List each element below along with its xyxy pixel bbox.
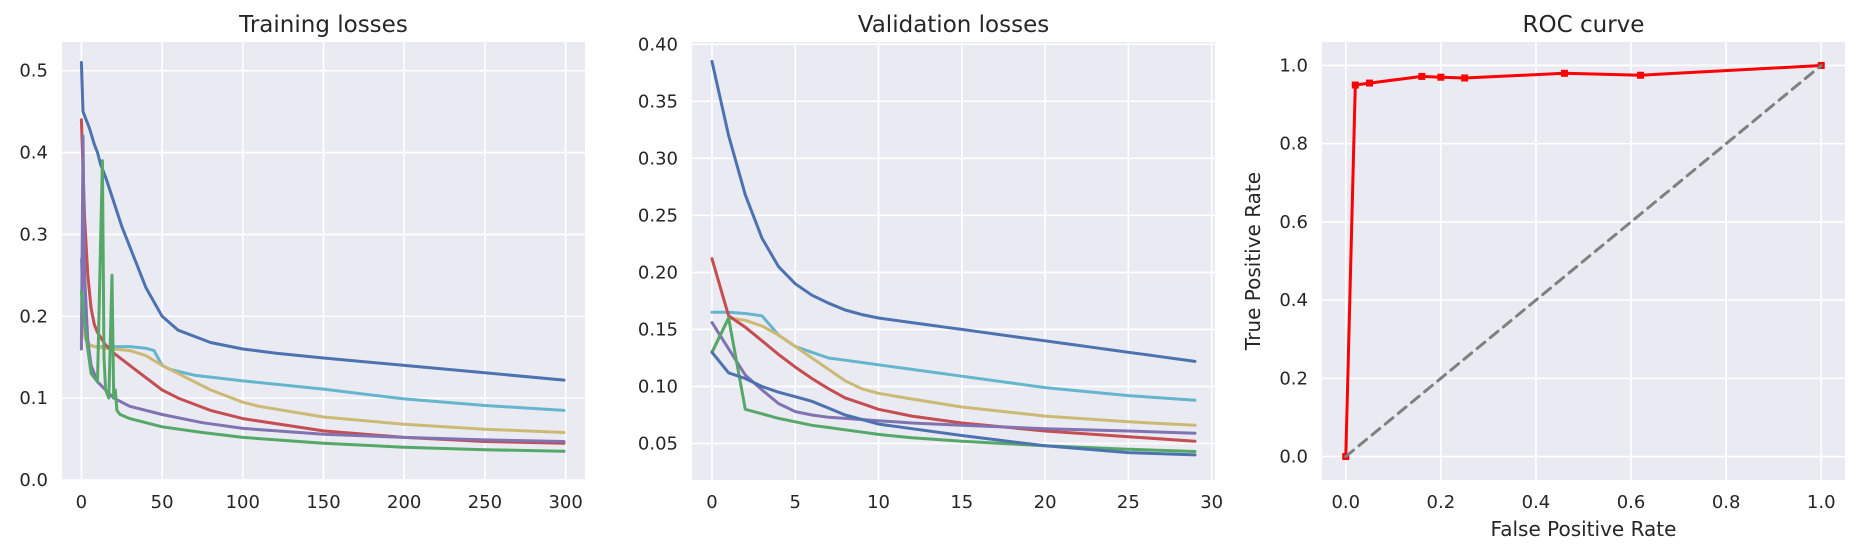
plot-area (692, 42, 1215, 480)
y-tick-label: 0.2 (1279, 368, 1308, 389)
series-line-1 (710, 59, 1197, 363)
y-tick-label: 0.0 (1279, 447, 1308, 468)
x-tick-label: 30 (1200, 492, 1223, 513)
y-tick-label: 0.15 (638, 319, 678, 340)
data-point (1461, 74, 1469, 82)
data-point (1351, 81, 1359, 89)
data-point (1418, 72, 1426, 80)
series-line-6 (79, 159, 566, 453)
chart-title: Validation losses (858, 12, 1049, 38)
chart-title: ROC curve (1523, 12, 1645, 38)
data-point (1560, 69, 1568, 77)
y-axis-label: True Positive Rate (1241, 172, 1265, 351)
x-tick-label: 0.2 (1427, 492, 1456, 513)
x-tick-label: 250 (468, 492, 502, 513)
x-tick-label: 0.0 (1331, 492, 1360, 513)
data-point (1366, 79, 1374, 87)
series-line-2 (1344, 64, 1823, 458)
y-tick-label: 0.8 (1279, 134, 1308, 155)
x-tick-label: 5 (790, 492, 801, 513)
y-tick-label: 0.20 (638, 262, 678, 283)
x-tick-label: 1.0 (1807, 492, 1836, 513)
y-tick-label: 0.30 (638, 148, 678, 169)
chart-1: 0 50 100 150 200 250 300 0.0 0.1 0.2 0.3 0.4 0.5 Trai… (19, 12, 585, 513)
x-tick-label: 300 (548, 492, 582, 513)
x-tick-label: 0.8 (1712, 492, 1741, 513)
data-point (1437, 73, 1445, 81)
y-tick-label: 0.05 (638, 434, 678, 455)
series-line-6 (710, 316, 1197, 453)
chart-2: 0 5 10 15 20 25 30 0.05 0.10 0.15 0.20 0.25 0.30 0.35… (638, 12, 1223, 513)
y-tick-label: 0.35 (638, 91, 678, 112)
y-tick-label: 0.40 (638, 34, 678, 55)
y-tick-label: 1.0 (1279, 55, 1308, 76)
y-tick-label: 0.2 (19, 306, 48, 327)
series-line-2 (710, 310, 1197, 402)
x-tick-label: 15 (950, 492, 973, 513)
y-tick-label: 0.3 (19, 224, 48, 245)
series-line-4 (79, 118, 566, 445)
x-tick-label: 150 (306, 492, 340, 513)
x-tick-label: 0 (76, 492, 87, 513)
y-tick-label: 0.4 (19, 143, 48, 164)
x-tick-label: 0.6 (1617, 492, 1646, 513)
x-tick-label: 0.4 (1522, 492, 1551, 513)
x-tick-label: 0 (706, 492, 717, 513)
y-tick-label: 0.5 (19, 61, 48, 82)
x-tick-label: 10 (867, 492, 890, 513)
y-tick-label: 0.1 (19, 388, 48, 409)
y-tick-label: 0.25 (638, 205, 678, 226)
y-tick-label: 0.6 (1279, 212, 1308, 233)
x-tick-label: 20 (1034, 492, 1057, 513)
x-tick-label: 100 (226, 492, 260, 513)
y-tick-label: 0.0 (19, 470, 48, 491)
series-line-1 (79, 61, 566, 382)
series-line-3 (710, 316, 1197, 427)
chart-3: 0.0 0.2 0.4 0.6 0.8 1.0 0.0 0.2 0.4 0.6 0.8 1.0 ROC … (1241, 12, 1845, 541)
y-tick-label: 0.10 (638, 376, 678, 397)
x-axis-label: False Positive Rate (1491, 517, 1677, 541)
x-tick-label: 200 (387, 492, 421, 513)
chart-title: Training losses (238, 12, 408, 38)
data-point (1637, 71, 1645, 79)
x-tick-label: 25 (1117, 492, 1140, 513)
y-tick-label: 0.4 (1279, 290, 1308, 311)
series-line-7 (710, 350, 1197, 457)
x-tick-label: 50 (151, 492, 174, 513)
